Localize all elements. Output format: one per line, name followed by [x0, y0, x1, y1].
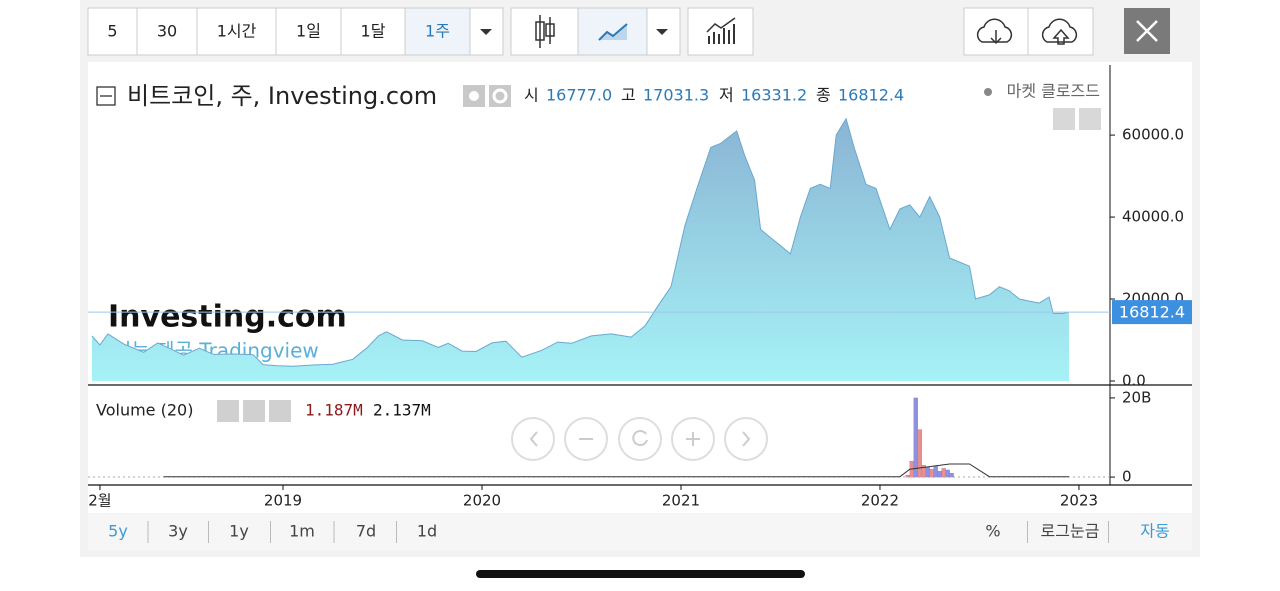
- dropdown-arrow: [656, 29, 668, 35]
- ohlc-value: 16812.4: [838, 86, 904, 105]
- eye-icon[interactable]: [217, 400, 239, 422]
- ohlc-value: 16777.0: [546, 86, 612, 105]
- ohlc-label: 종: [816, 86, 831, 105]
- interval-button[interactable]: [87, 7, 138, 56]
- y-tick-label: 20B: [1122, 388, 1151, 406]
- x-tick-label: 2월: [88, 492, 111, 510]
- scale-option[interactable]: 로그눈금: [1041, 522, 1100, 541]
- x-tick-label: 2021: [662, 492, 700, 510]
- ohlc-value: 17031.3: [643, 86, 709, 105]
- interval-button[interactable]: [196, 7, 277, 56]
- ohlc-label: 고: [621, 86, 636, 105]
- volume-bar: [925, 467, 930, 478]
- volume-bar: [949, 472, 954, 478]
- chart-title: 비트코인, 주, Investing.com: [127, 82, 437, 110]
- y-tick-label: 0.0: [1122, 372, 1146, 390]
- scroll-left[interactable]: [511, 417, 555, 461]
- x-tick-label: 2022: [861, 492, 899, 510]
- x-tick-label: 2019: [264, 492, 302, 510]
- home-indicator: [476, 570, 805, 578]
- last-price-box: [1112, 300, 1192, 325]
- market-status: 마켓 클로즈드: [1007, 82, 1100, 101]
- ohlc-label: 시: [524, 86, 539, 105]
- volume-bar: [945, 469, 950, 478]
- status-dot: [984, 88, 992, 96]
- y-tick-label: 60000.0: [1122, 126, 1184, 144]
- interval-button[interactable]: [404, 7, 471, 56]
- line-button[interactable]: [577, 7, 648, 56]
- range-button[interactable]: 3y: [168, 522, 188, 541]
- interval-label: 1일: [296, 22, 321, 41]
- series-icons: [463, 85, 511, 107]
- interval-label: 5: [107, 22, 117, 41]
- y-tick-label: 40000.0: [1122, 208, 1184, 226]
- range-button[interactable]: 1m: [289, 522, 315, 541]
- footer: 5y 3y 1y 1m 7d 1d% 로그눈금 자동: [108, 521, 1170, 543]
- volume-title: Volume (20): [96, 401, 193, 420]
- settings-icon[interactable]: [243, 400, 265, 422]
- volume-bar: [929, 469, 934, 478]
- footer-bar: [88, 514, 1192, 550]
- volume-value: 1.187M: [305, 401, 363, 420]
- nav-glyphs: [529, 430, 751, 447]
- volume-bar: [933, 465, 938, 478]
- indicator-button[interactable]: [687, 7, 754, 56]
- dropdown-arrow: [480, 29, 492, 35]
- volume-bar: [913, 397, 918, 478]
- type-dropdown[interactable]: [646, 7, 681, 56]
- range-button[interactable]: 5y: [108, 522, 128, 541]
- indicator-icon: [706, 17, 736, 44]
- interval-button[interactable]: [275, 7, 342, 56]
- area-icon: [599, 24, 627, 40]
- reset[interactable]: [618, 417, 662, 461]
- maximize[interactable]: [1079, 108, 1101, 130]
- scale-option[interactable]: 자동: [1140, 522, 1169, 541]
- collapse-icon[interactable]: [96, 86, 116, 106]
- volume-ma-line: [163, 463, 1069, 478]
- range-button[interactable]: 1d: [417, 522, 437, 541]
- range-button[interactable]: 1y: [229, 522, 249, 541]
- ohlc-label: 저: [719, 86, 734, 105]
- volume-bar: [917, 429, 922, 478]
- volume-bar: [937, 470, 942, 478]
- close-icon: [1136, 20, 1158, 42]
- price-area: [91, 118, 1070, 382]
- volume-icons: [217, 400, 291, 422]
- price-line: [91, 117, 1070, 367]
- upload-icon: [1041, 18, 1078, 45]
- interval-label: 1달: [361, 22, 386, 41]
- toolbar-icons: [469, 7, 1170, 56]
- range-button[interactable]: 7d: [356, 522, 376, 541]
- x-tick-label: 2020: [463, 492, 501, 510]
- x-tick-label: 2023: [1060, 492, 1098, 510]
- y-tick-label: 0: [1122, 468, 1132, 486]
- interval-label: 1주: [425, 22, 450, 41]
- ohlc-value: 16331.2: [741, 86, 807, 105]
- interval-button[interactable]: [340, 7, 406, 56]
- settings-icon[interactable]: [489, 85, 511, 107]
- gear: [492, 88, 508, 104]
- scale-option[interactable]: %: [985, 522, 1000, 541]
- volume-ma-value: 2.137M: [373, 401, 431, 420]
- volume-bar: [905, 474, 910, 478]
- logo: Investing.com: [108, 300, 347, 335]
- pane-arrows: [1053, 108, 1101, 130]
- interval-label: 1시간: [217, 22, 257, 41]
- scroll-right[interactable]: [724, 417, 768, 461]
- move-down[interactable]: [1053, 108, 1075, 130]
- last-price-label: 16812.4: [1119, 303, 1185, 322]
- line-icon: [598, 23, 628, 41]
- interval-dropdown[interactable]: [469, 7, 504, 56]
- remove-icon[interactable]: [269, 400, 291, 422]
- eye-pupil: [469, 91, 479, 101]
- download-icon: [976, 18, 1013, 45]
- interval-label: 30: [157, 22, 177, 41]
- candle-icon: [535, 15, 555, 48]
- volume-bar: [941, 468, 946, 478]
